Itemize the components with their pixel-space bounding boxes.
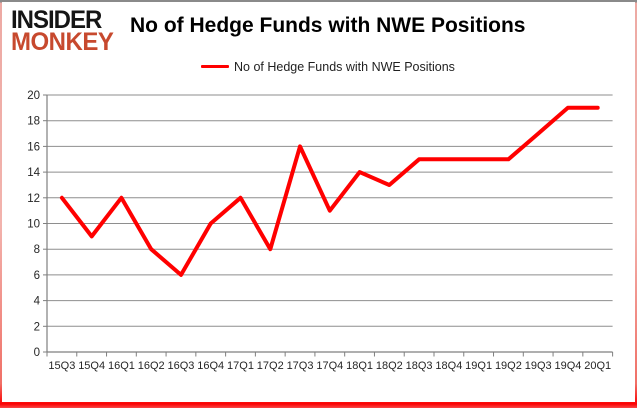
x-axis-label: 19Q3 xyxy=(525,360,552,372)
series-line xyxy=(59,105,600,277)
line-chart-plot-area: 0 2 4 6 8 10 12 14 16 18 20 15Q3 15Q4 16Q1 16Q2 16Q3 16Q… xyxy=(27,90,614,372)
x-axis-label: 15Q4 xyxy=(78,360,105,372)
y-axis-label: 2 xyxy=(34,321,40,333)
y-axis-label: 4 xyxy=(34,296,41,308)
y-axis-label: 10 xyxy=(27,219,40,231)
legend-label: No of Hedge Funds with NWE Positions xyxy=(234,59,455,74)
y-axis-label: 0 xyxy=(34,347,40,359)
x-axis-label: 16Q3 xyxy=(167,360,194,372)
x-axis-label: 17Q3 xyxy=(287,360,314,372)
x-axis-label: 17Q1 xyxy=(227,360,254,372)
y-axis-label: 12 xyxy=(27,193,40,205)
x-axis-label: 16Q4 xyxy=(197,360,224,372)
logo-text-insider: INSIDER xyxy=(11,5,102,35)
x-axis-label: 16Q2 xyxy=(138,360,165,372)
x-axis-label: 18Q1 xyxy=(346,360,373,372)
y-axis-label: 6 xyxy=(34,270,40,282)
x-axis-label: 20Q1 xyxy=(584,360,611,372)
legend-line-swatch xyxy=(201,65,229,68)
x-axis-label: 19Q4 xyxy=(554,360,581,372)
x-axis-label: 19Q1 xyxy=(465,360,492,372)
y-axis-label: 8 xyxy=(34,244,40,256)
logo-text-monkey: MONKEY xyxy=(11,27,114,57)
x-axis-label: 19Q2 xyxy=(495,360,522,372)
insider-monkey-logo: INSIDER MONKEY xyxy=(11,5,114,57)
y-axis-label: 16 xyxy=(27,141,40,153)
y-axis-label: 18 xyxy=(27,116,40,128)
x-axis-label: 16Q1 xyxy=(108,360,135,372)
chart-title: No of Hedge Funds with NWE Positions xyxy=(130,14,526,37)
x-axis-label: 17Q4 xyxy=(316,360,343,372)
chart-canvas: INSIDER MONKEY No of Hedge Funds with NW… xyxy=(2,2,635,402)
x-axis-label: 18Q2 xyxy=(376,360,403,372)
y-axis-label: 20 xyxy=(27,90,40,102)
x-axis-label: 18Q3 xyxy=(406,360,433,372)
y-axis-label: 14 xyxy=(27,167,40,179)
legend: No of Hedge Funds with NWE Positions xyxy=(201,59,455,74)
x-axis-label: 17Q2 xyxy=(257,360,284,372)
x-axis-label: 18Q4 xyxy=(435,360,462,372)
x-axis-label: 15Q3 xyxy=(48,360,75,372)
